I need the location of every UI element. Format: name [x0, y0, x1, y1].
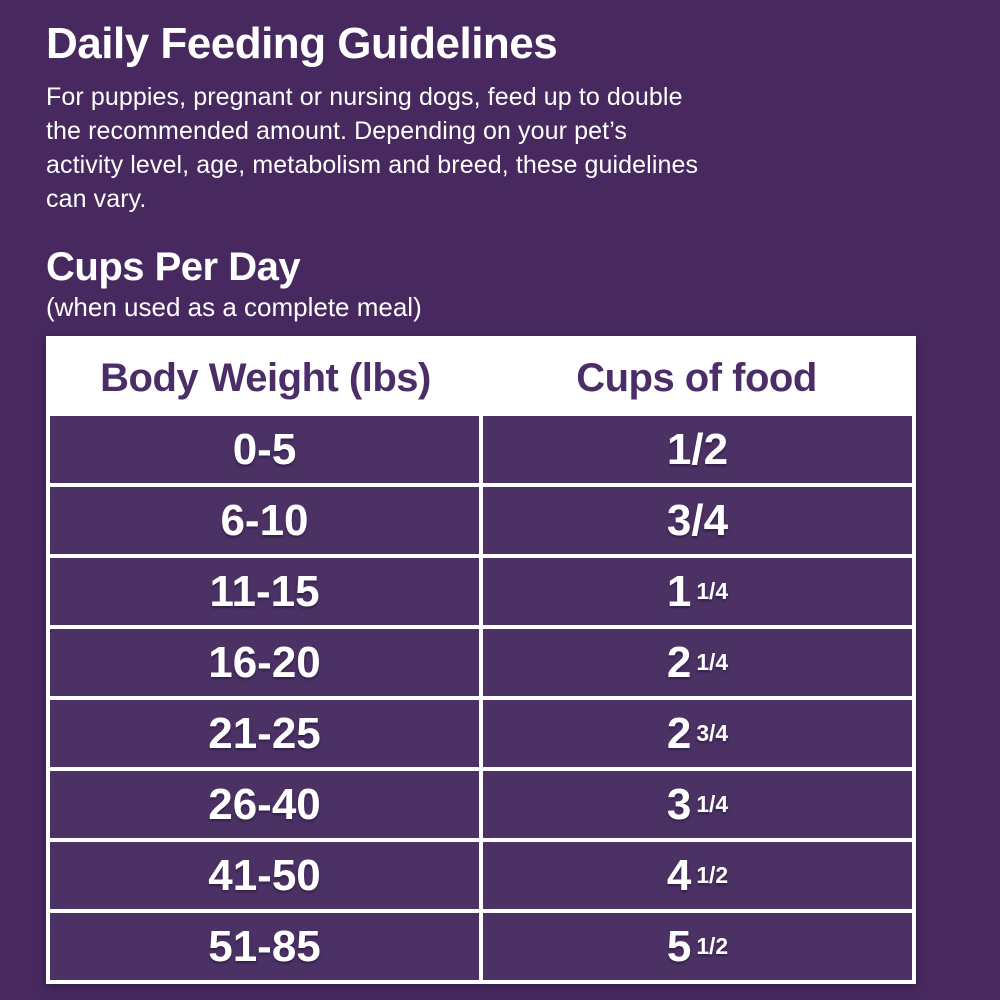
cups-fraction: 3/4 — [696, 720, 729, 747]
cups-fraction: 1/2 — [696, 933, 729, 960]
body-weight-cell: 6-10 — [50, 487, 479, 555]
feeding-table-header: Body Weight (lbs) Cups of food — [50, 340, 912, 417]
intro-text-line: can vary. — [46, 185, 147, 214]
body-weight-cell: 41-50 — [50, 842, 479, 910]
cups-whole-number: 4 — [666, 850, 692, 900]
cups-cell: 4 1/2 — [483, 842, 912, 910]
cups-fraction: 1/2 — [666, 424, 729, 474]
cups-whole-number: 2 — [666, 708, 692, 758]
body-weight-cell: 0-5 — [50, 416, 479, 484]
intro-text: For puppies, pregnant or nursing dogs, f… — [46, 80, 954, 216]
section-heading: Cups Per Day — [46, 245, 301, 290]
cups-fraction: 3/4 — [666, 495, 729, 545]
body-weight-cell: 11-15 — [50, 558, 479, 626]
body-weight-cell: 26-40 — [50, 771, 479, 839]
cups-cell: 3/4 — [483, 487, 912, 555]
cups-cell: 3 1/4 — [483, 771, 912, 839]
cups-whole-number: 5 — [666, 921, 692, 971]
body-weight-cell: 21-25 — [50, 700, 479, 768]
cups-whole-number: 1 — [666, 566, 692, 616]
feeding-table-body: 0-5 1/2 6-10 3/4 11-15 1 1/4 16-20 2 1/4 21-25 2 3/4… — [50, 416, 912, 981]
cups-fraction: 1/4 — [696, 578, 729, 605]
intro-text-line: activity level, age, metabolism and bree… — [46, 151, 699, 180]
cups-fraction: 1/2 — [696, 862, 729, 889]
cups-fraction: 1/4 — [696, 791, 729, 818]
column-header-body-weight: Body Weight (lbs) — [100, 355, 431, 400]
intro-text-line: For puppies, pregnant or nursing dogs, f… — [46, 83, 683, 112]
section-subheading: (when used as a complete meal) — [46, 292, 422, 323]
cups-cell: 2 1/4 — [483, 629, 912, 697]
cups-cell: 1/2 — [483, 416, 912, 484]
body-weight-cell: 16-20 — [50, 629, 479, 697]
feeding-table: Body Weight (lbs) Cups of food 0-5 1/2 6-1… — [46, 336, 916, 985]
cups-whole-number: 2 — [666, 637, 692, 687]
body-weight-cell: 51-85 — [50, 913, 479, 981]
intro-text-line: the recommended amount. Depending on you… — [46, 117, 627, 146]
cups-cell: 5 1/2 — [483, 913, 912, 981]
cups-cell: 1 1/4 — [483, 558, 912, 626]
cups-fraction: 1/4 — [696, 649, 729, 676]
column-header-cups: Cups of food — [576, 355, 817, 400]
cups-cell: 2 3/4 — [483, 700, 912, 768]
cups-whole-number: 3 — [666, 779, 692, 829]
page-title: Daily Feeding Guidelines — [46, 19, 558, 68]
